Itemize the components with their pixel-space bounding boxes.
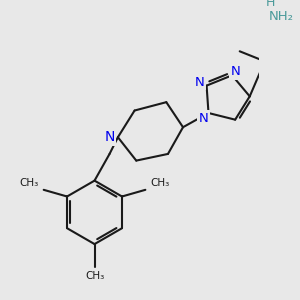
Text: N: N <box>230 65 240 79</box>
Text: CH₃: CH₃ <box>20 178 39 188</box>
Text: NH₂: NH₂ <box>269 10 294 23</box>
Text: CH₃: CH₃ <box>85 271 104 281</box>
Text: H: H <box>266 0 275 9</box>
Text: CH₃: CH₃ <box>150 178 170 188</box>
Text: N: N <box>195 76 205 89</box>
Text: N: N <box>199 112 208 124</box>
Text: N: N <box>104 130 115 144</box>
